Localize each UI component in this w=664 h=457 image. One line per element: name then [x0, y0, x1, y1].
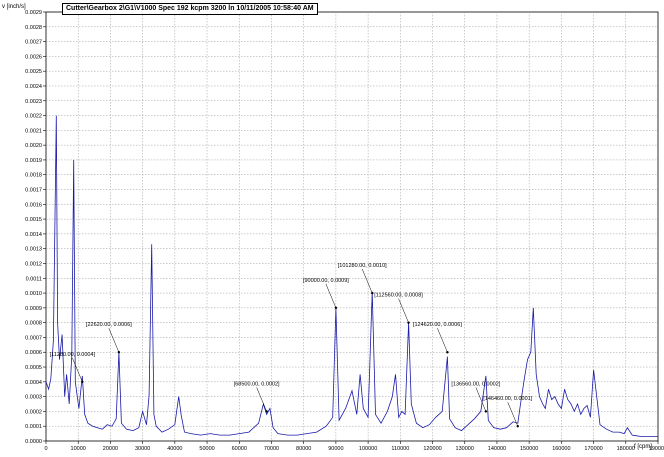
annotation-label: [68500.00, 0.0002]: [234, 381, 280, 387]
y-tick-label: 0.0003: [25, 395, 42, 401]
x-tick-label: 0: [44, 446, 47, 452]
y-tick-label: 0.0000: [25, 439, 42, 445]
annotation-leader: [398, 298, 409, 323]
y-tick-label: 0.0001: [25, 424, 42, 430]
y-tick-label: 0.0025: [25, 69, 42, 75]
x-axis-ticks: 0 10000 20000 30000 40000 50000 60000 70000 8000…: [44, 441, 664, 452]
y-tick-label: 0.0002: [25, 409, 42, 415]
annotation-label: [11280.00, 0.0004]: [50, 352, 96, 358]
annotation-leader: [475, 387, 487, 412]
annotation-label: [101280.00, 0.0010]: [338, 263, 387, 269]
y-tick-label: 0.0024: [25, 84, 42, 90]
annotation-label: [112560.00, 0.0008]: [374, 293, 423, 299]
x-tick-label: 40000: [167, 446, 182, 452]
y-tick-label: 0.0027: [25, 40, 42, 46]
y-tick-label: 0.0011: [26, 276, 42, 282]
x-tick-label: 110000: [391, 446, 409, 452]
annotation-leader: [108, 328, 120, 353]
annotation-label: [146460.00, 0.0001]: [483, 396, 532, 402]
annotation-marker: [516, 425, 519, 428]
annotation-marker: [334, 306, 338, 310]
y-tick-label: 0.0006: [25, 350, 42, 356]
y-tick-label: 0.0023: [25, 99, 42, 105]
annotation-leader: [437, 328, 448, 353]
x-tick-label: 130000: [456, 446, 474, 452]
x-tick-label: 50000: [199, 446, 214, 452]
annotation-label: [136560.00, 0.0002]: [451, 381, 500, 387]
y-tick-label: 0.0010: [25, 291, 42, 297]
annotation-leader: [507, 402, 518, 427]
annotation-marker: [371, 291, 374, 295]
y-tick-label: 0.0018: [25, 173, 42, 179]
annotation-marker: [407, 321, 410, 324]
x-tick-label: 150000: [520, 446, 538, 452]
y-tick-label: 0.0017: [25, 188, 42, 194]
chart-title: Cutter\Gearbox 2\G1\V1000 Spec 192 kcpm …: [62, 3, 318, 15]
gridlines: [46, 12, 658, 441]
annotation-leader: [325, 283, 337, 308]
x-tick-label: 180000: [617, 446, 635, 452]
annotation-label: [90000.00, 0.0009]: [303, 278, 349, 284]
x-tick-label: 170000: [584, 446, 602, 452]
y-tick-label: 0.0008: [25, 321, 42, 327]
y-tick-label: 0.0005: [25, 365, 42, 371]
y-tick-label: 0.0004: [25, 380, 42, 386]
x-tick-label: 90000: [328, 446, 343, 452]
y-tick-label: 0.0013: [25, 247, 42, 253]
x-tick-label: 140000: [488, 446, 506, 452]
annotation-label: [124620.00, 0.0006]: [413, 322, 462, 328]
annotation-marker: [265, 410, 268, 413]
y-tick-label: 0.0012: [25, 261, 42, 267]
x-tick-label: 80000: [296, 446, 311, 452]
x-tick-label: 190000: [649, 446, 664, 452]
spectrum-series-line: [45, 115, 658, 437]
y-tick-label: 0.0007: [25, 335, 42, 341]
y-tick-label: 0.0015: [25, 217, 42, 223]
y-tick-label: 0.0014: [25, 232, 42, 238]
annotation-leader: [72, 357, 83, 382]
x-tick-label: 160000: [552, 446, 570, 452]
annotation-marker: [117, 351, 121, 354]
x-tick-label: 60000: [232, 446, 247, 452]
annotation-leader: [256, 387, 267, 412]
y-tick-label: 0.0028: [25, 25, 42, 31]
annotation-leader: [361, 268, 373, 294]
y-tick-label: 0.0029: [25, 10, 42, 16]
annotation-marker: [81, 380, 84, 384]
y-tick-label: 0.0020: [25, 143, 42, 149]
x-tick-label: 120000: [423, 446, 441, 452]
peak-annotations: [11280.00, 0.0004] [22620.00, 0.0006] [685…: [50, 263, 533, 428]
annotation-label: [22620.00, 0.0006]: [86, 322, 132, 328]
annotation-marker: [484, 410, 488, 413]
x-tick-label: 20000: [103, 446, 118, 452]
plot-border: [45, 11, 659, 442]
y-tick-label: 0.0022: [25, 114, 42, 120]
y-tick-label: 0.0016: [25, 202, 42, 208]
x-tick-label: 100000: [359, 446, 377, 452]
y-tick-label: 0.0021: [25, 128, 42, 134]
y-tick-label: 0.0019: [25, 158, 42, 164]
x-tick-label: 30000: [135, 446, 150, 452]
x-tick-label: 70000: [264, 446, 279, 452]
y-tick-label: 0.0009: [25, 306, 42, 312]
x-axis-label: f [cpm]: [634, 444, 653, 450]
y-tick-label: 0.0026: [25, 54, 42, 60]
y-axis-label: v [inch/s]: [2, 4, 26, 10]
y-axis-ticks: 0.0000 0.0001 0.0002 0.0003 0.0004 0.0005 0.00…: [25, 10, 46, 445]
x-tick-label: 10000: [71, 446, 86, 452]
annotation-marker: [446, 351, 449, 354]
